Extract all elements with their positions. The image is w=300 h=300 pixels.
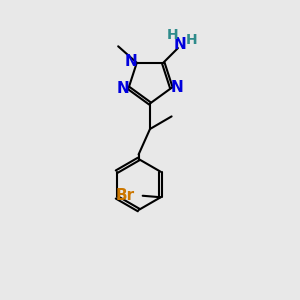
- Text: Br: Br: [115, 188, 134, 203]
- Text: N: N: [125, 54, 138, 69]
- Text: N: N: [173, 37, 186, 52]
- Text: N: N: [117, 81, 130, 96]
- Text: N: N: [170, 80, 183, 95]
- Text: H: H: [185, 33, 197, 47]
- Text: H: H: [167, 28, 178, 42]
